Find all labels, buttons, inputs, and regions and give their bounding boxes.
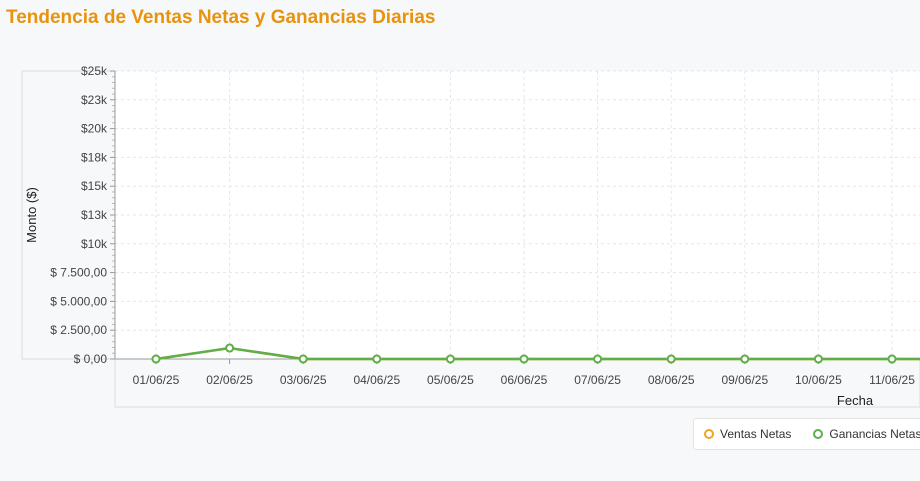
y-tick-label: $20k	[81, 122, 108, 136]
chart-title: Tendencia de Ventas Netas y Ganancias Di…	[6, 7, 436, 28]
x-tick-label: 06/06/25	[501, 373, 548, 387]
y-tick-label: $15k	[81, 179, 108, 193]
data-point[interactable]	[666, 354, 676, 364]
x-tick-label: 07/06/25	[574, 373, 621, 387]
y-tick-label: $ 5.000,00	[50, 294, 107, 308]
y-tick-label: $25k	[81, 64, 108, 78]
data-point[interactable]	[225, 343, 235, 353]
x-tick-label: 09/06/25	[721, 373, 768, 387]
data-point[interactable]	[887, 354, 897, 364]
legend-item[interactable]: Ventas Netas	[704, 427, 791, 441]
legend-label: Ganancias Netas	[829, 427, 920, 441]
data-point[interactable]	[298, 354, 308, 364]
x-tick-label: 04/06/25	[353, 373, 400, 387]
legend-marker-icon	[813, 429, 824, 439]
y-tick-label: $10k	[81, 237, 108, 251]
y-tick-label: $23k	[81, 93, 108, 107]
data-point[interactable]	[372, 354, 382, 364]
legend-item[interactable]: Ganancias Netas	[813, 427, 920, 441]
x-axis-label: Fecha	[837, 393, 874, 408]
y-tick-label: $ 7.500,00	[50, 266, 107, 280]
x-tick-label: 02/06/25	[206, 373, 253, 387]
x-tick-label: 11/06/25	[869, 373, 915, 387]
x-tick-label: 08/06/25	[648, 373, 695, 387]
data-point[interactable]	[151, 354, 161, 364]
y-tick-label: $ 0,00	[74, 352, 108, 366]
data-point[interactable]	[740, 354, 750, 364]
y-axis-label: Monto ($)	[24, 187, 39, 243]
y-tick-label: $ 2.500,00	[50, 323, 107, 337]
y-tick-label: $18k	[81, 150, 108, 164]
y-axis-panel	[21, 70, 116, 360]
data-point[interactable]	[593, 354, 603, 364]
data-point[interactable]	[445, 354, 455, 364]
legend-marker-icon	[704, 429, 714, 439]
data-point[interactable]	[519, 354, 529, 364]
y-tick-label: $13k	[81, 208, 108, 222]
legend-label: Ventas Netas	[720, 427, 792, 441]
x-tick-label: 01/06/25	[133, 373, 180, 387]
x-tick-label: 03/06/25	[280, 373, 327, 387]
x-tick-label: 10/06/25	[795, 373, 842, 387]
chart-legend: Ventas Netas Ganancias Netas	[693, 418, 920, 450]
series-line-1	[155, 346, 920, 361]
x-tick-label: 05/06/25	[427, 373, 474, 387]
data-point[interactable]	[813, 354, 823, 364]
